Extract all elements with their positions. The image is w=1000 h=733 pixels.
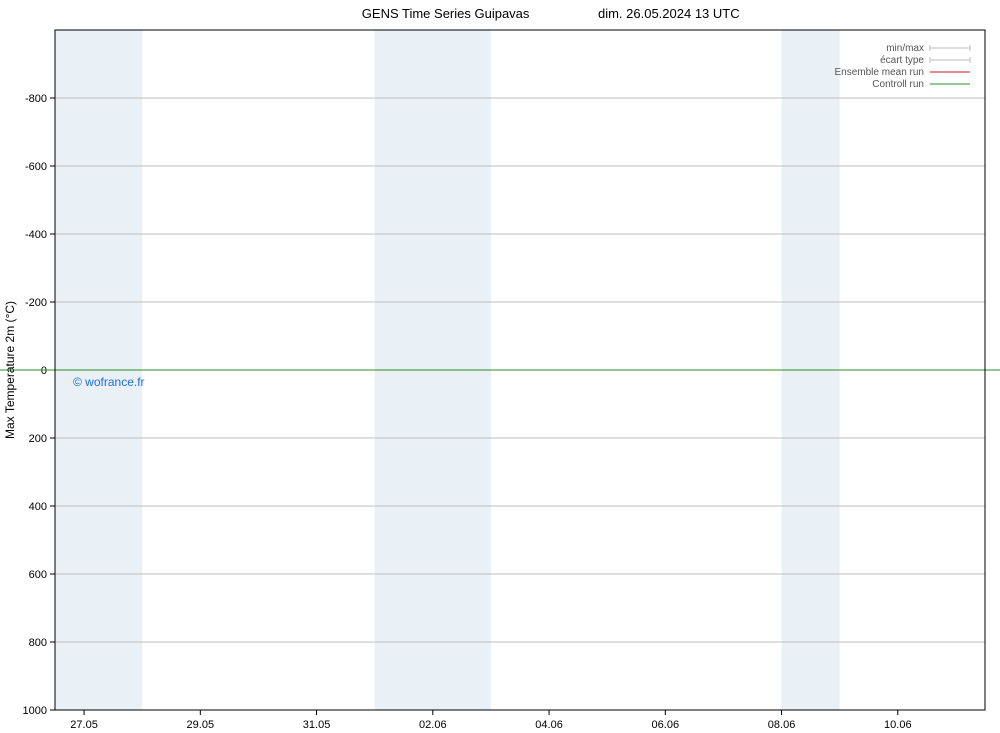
x-tick-label: 04.06 bbox=[535, 719, 563, 731]
chart-svg: -800 -600 -400 -200 0 200 400 600 800 1000 27.05 29… bbox=[0, 0, 1000, 733]
legend-label: écart type bbox=[880, 55, 924, 66]
y-tick-label: -200 bbox=[25, 297, 47, 309]
chart-title-right: dim. 26.05.2024 13 UTC bbox=[598, 6, 740, 21]
y-tick-label: -600 bbox=[25, 161, 47, 173]
y-tick-label: -800 bbox=[25, 93, 47, 105]
chart-title-left: GENS Time Series Guipavas bbox=[362, 6, 530, 21]
y-tick-label: -400 bbox=[25, 229, 47, 241]
x-tick-label: 08.06 bbox=[768, 719, 796, 731]
x-tick-label: 29.05 bbox=[187, 719, 215, 731]
y-axis-label: Max Temperature 2m (°C) bbox=[3, 301, 17, 439]
legend-label: Ensemble mean run bbox=[835, 67, 925, 78]
x-tick-label: 31.05 bbox=[303, 719, 331, 731]
y-tick-label: 1000 bbox=[23, 705, 47, 717]
x-tick-label: 27.05 bbox=[70, 719, 98, 731]
y-tick-label: 400 bbox=[29, 501, 47, 513]
chart-container: -800 -600 -400 -200 0 200 400 600 800 1000 27.05 29… bbox=[0, 0, 1000, 733]
y-tick-label: 200 bbox=[29, 433, 47, 445]
legend-label: Controll run bbox=[872, 79, 924, 90]
x-tick-label: 10.06 bbox=[884, 719, 912, 731]
y-tick-label: 800 bbox=[29, 637, 47, 649]
x-tick-label: 06.06 bbox=[652, 719, 680, 731]
x-tick-label: 02.06 bbox=[419, 719, 447, 731]
watermark: © wofrance.fr bbox=[73, 375, 145, 389]
y-tick-label: 0 bbox=[41, 365, 47, 377]
chart-bg bbox=[0, 0, 1000, 733]
legend-label: min/max bbox=[886, 43, 924, 54]
y-tick-label: 600 bbox=[29, 569, 47, 581]
